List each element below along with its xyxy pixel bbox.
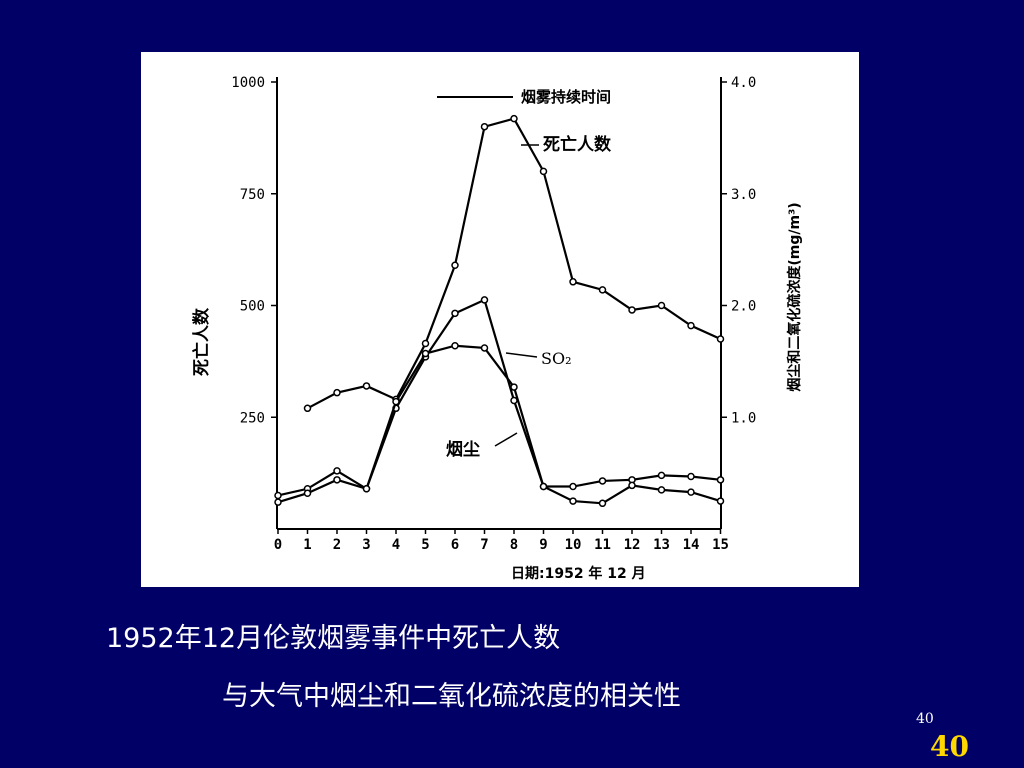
so2-leader <box>505 352 538 358</box>
y-tick-label-right: 4.0 <box>731 75 756 91</box>
dust-leader <box>494 432 518 447</box>
data-point-2 <box>303 489 312 497</box>
data-point-2 <box>687 488 695 496</box>
x-tick-label: 0 <box>274 537 282 553</box>
x-tick-label: 5 <box>421 537 429 553</box>
data-point-2 <box>598 499 607 508</box>
data-point-0 <box>687 321 695 330</box>
y-tick-label-left: 750 <box>240 187 265 203</box>
data-point-1 <box>480 296 489 304</box>
data-point-1 <box>510 396 518 405</box>
x-tick-label: 4 <box>392 537 400 553</box>
caption-line-1: 1952年12月伦敦烟雾事件中死亡人数 <box>106 623 561 654</box>
data-point-0 <box>480 122 489 131</box>
data-point-1 <box>569 482 577 491</box>
data-point-0 <box>421 339 430 348</box>
data-point-2 <box>392 397 400 406</box>
x-tick-label: 15 <box>712 537 729 553</box>
data-point-2 <box>510 383 518 391</box>
series-label-so2: SO₂ <box>541 349 572 368</box>
data-point-0 <box>539 167 548 176</box>
data-point-1 <box>451 309 459 318</box>
data-point-2 <box>569 497 577 505</box>
data-point-0 <box>303 404 312 413</box>
x-tick-label: 1 <box>303 537 311 553</box>
x-tick-label: 8 <box>510 537 518 553</box>
data-point-0 <box>598 286 607 294</box>
data-point-1 <box>333 467 341 475</box>
data-point-2 <box>539 482 548 491</box>
series-label-dust: 烟尘 <box>446 439 480 460</box>
x-tick-label: 14 <box>683 537 700 553</box>
y-axis-label-right: 烟尘和二氧化硫浓度(mg/m³) <box>786 202 803 391</box>
data-point-2 <box>716 497 725 505</box>
data-point-2 <box>274 498 282 506</box>
y-axis-label-left: 死亡人数 <box>191 307 212 376</box>
x-tick-label: 2 <box>333 537 341 553</box>
data-point-2 <box>480 344 489 352</box>
data-point-0 <box>569 278 577 286</box>
x-tick-label: 7 <box>480 537 488 553</box>
data-point-0 <box>628 306 636 314</box>
y-tick-label-right: 3.0 <box>731 187 756 203</box>
data-point-2 <box>451 341 459 350</box>
data-point-0 <box>362 382 371 390</box>
data-point-2 <box>421 349 430 358</box>
data-point-2 <box>657 486 666 494</box>
data-point-0 <box>333 388 341 397</box>
y-tick-label-left: 500 <box>240 299 265 315</box>
data-point-2 <box>628 481 636 490</box>
data-point-2 <box>333 476 341 484</box>
caption-line-2: 与大气中烟尘和二氧化硫浓度的相关性 <box>222 681 681 712</box>
data-point-0 <box>657 301 666 310</box>
x-tick-label: 9 <box>539 537 547 553</box>
y-tick-label-left: 250 <box>240 410 265 426</box>
series-label-death: 死亡人数 <box>543 134 612 155</box>
y-tick-label-right: 1.0 <box>731 410 756 426</box>
slide-number: 40 <box>930 730 969 763</box>
x-tick-label: 10 <box>565 537 582 553</box>
data-point-0 <box>451 261 459 270</box>
series-layer <box>274 114 725 508</box>
x-tick-label: 13 <box>653 537 670 553</box>
series-line-1 <box>277 298 721 497</box>
series-line-2 <box>277 344 721 505</box>
x-tick-label: 3 <box>362 537 370 553</box>
chart-panel: 1000 750 500 250 4.0 3.0 2.0 1.0 0 1 2 3 4 5 6 7 8 9 10 11 1… <box>141 52 859 587</box>
series-line-0 <box>306 117 721 410</box>
data-point-1 <box>598 477 607 485</box>
data-point-2 <box>362 485 371 493</box>
slide-number-small: 40 <box>916 711 934 727</box>
data-point-0 <box>510 114 518 123</box>
x-tick-label: 11 <box>594 537 611 553</box>
axes <box>271 77 727 534</box>
legend-label: 烟雾持续时间 <box>521 88 611 106</box>
data-point-1 <box>716 476 725 484</box>
data-point-1 <box>687 472 695 481</box>
x-tick-label: 12 <box>624 537 641 553</box>
data-point-0 <box>716 335 725 343</box>
data-point-1 <box>657 471 666 480</box>
y-tick-label-right: 2.0 <box>731 299 756 315</box>
x-tick-label: 6 <box>451 537 459 553</box>
y-tick-label-left: 1000 <box>231 75 265 91</box>
data-point-1 <box>274 491 282 500</box>
x-axis-label: 日期:1952 年 12 月 <box>511 565 646 582</box>
